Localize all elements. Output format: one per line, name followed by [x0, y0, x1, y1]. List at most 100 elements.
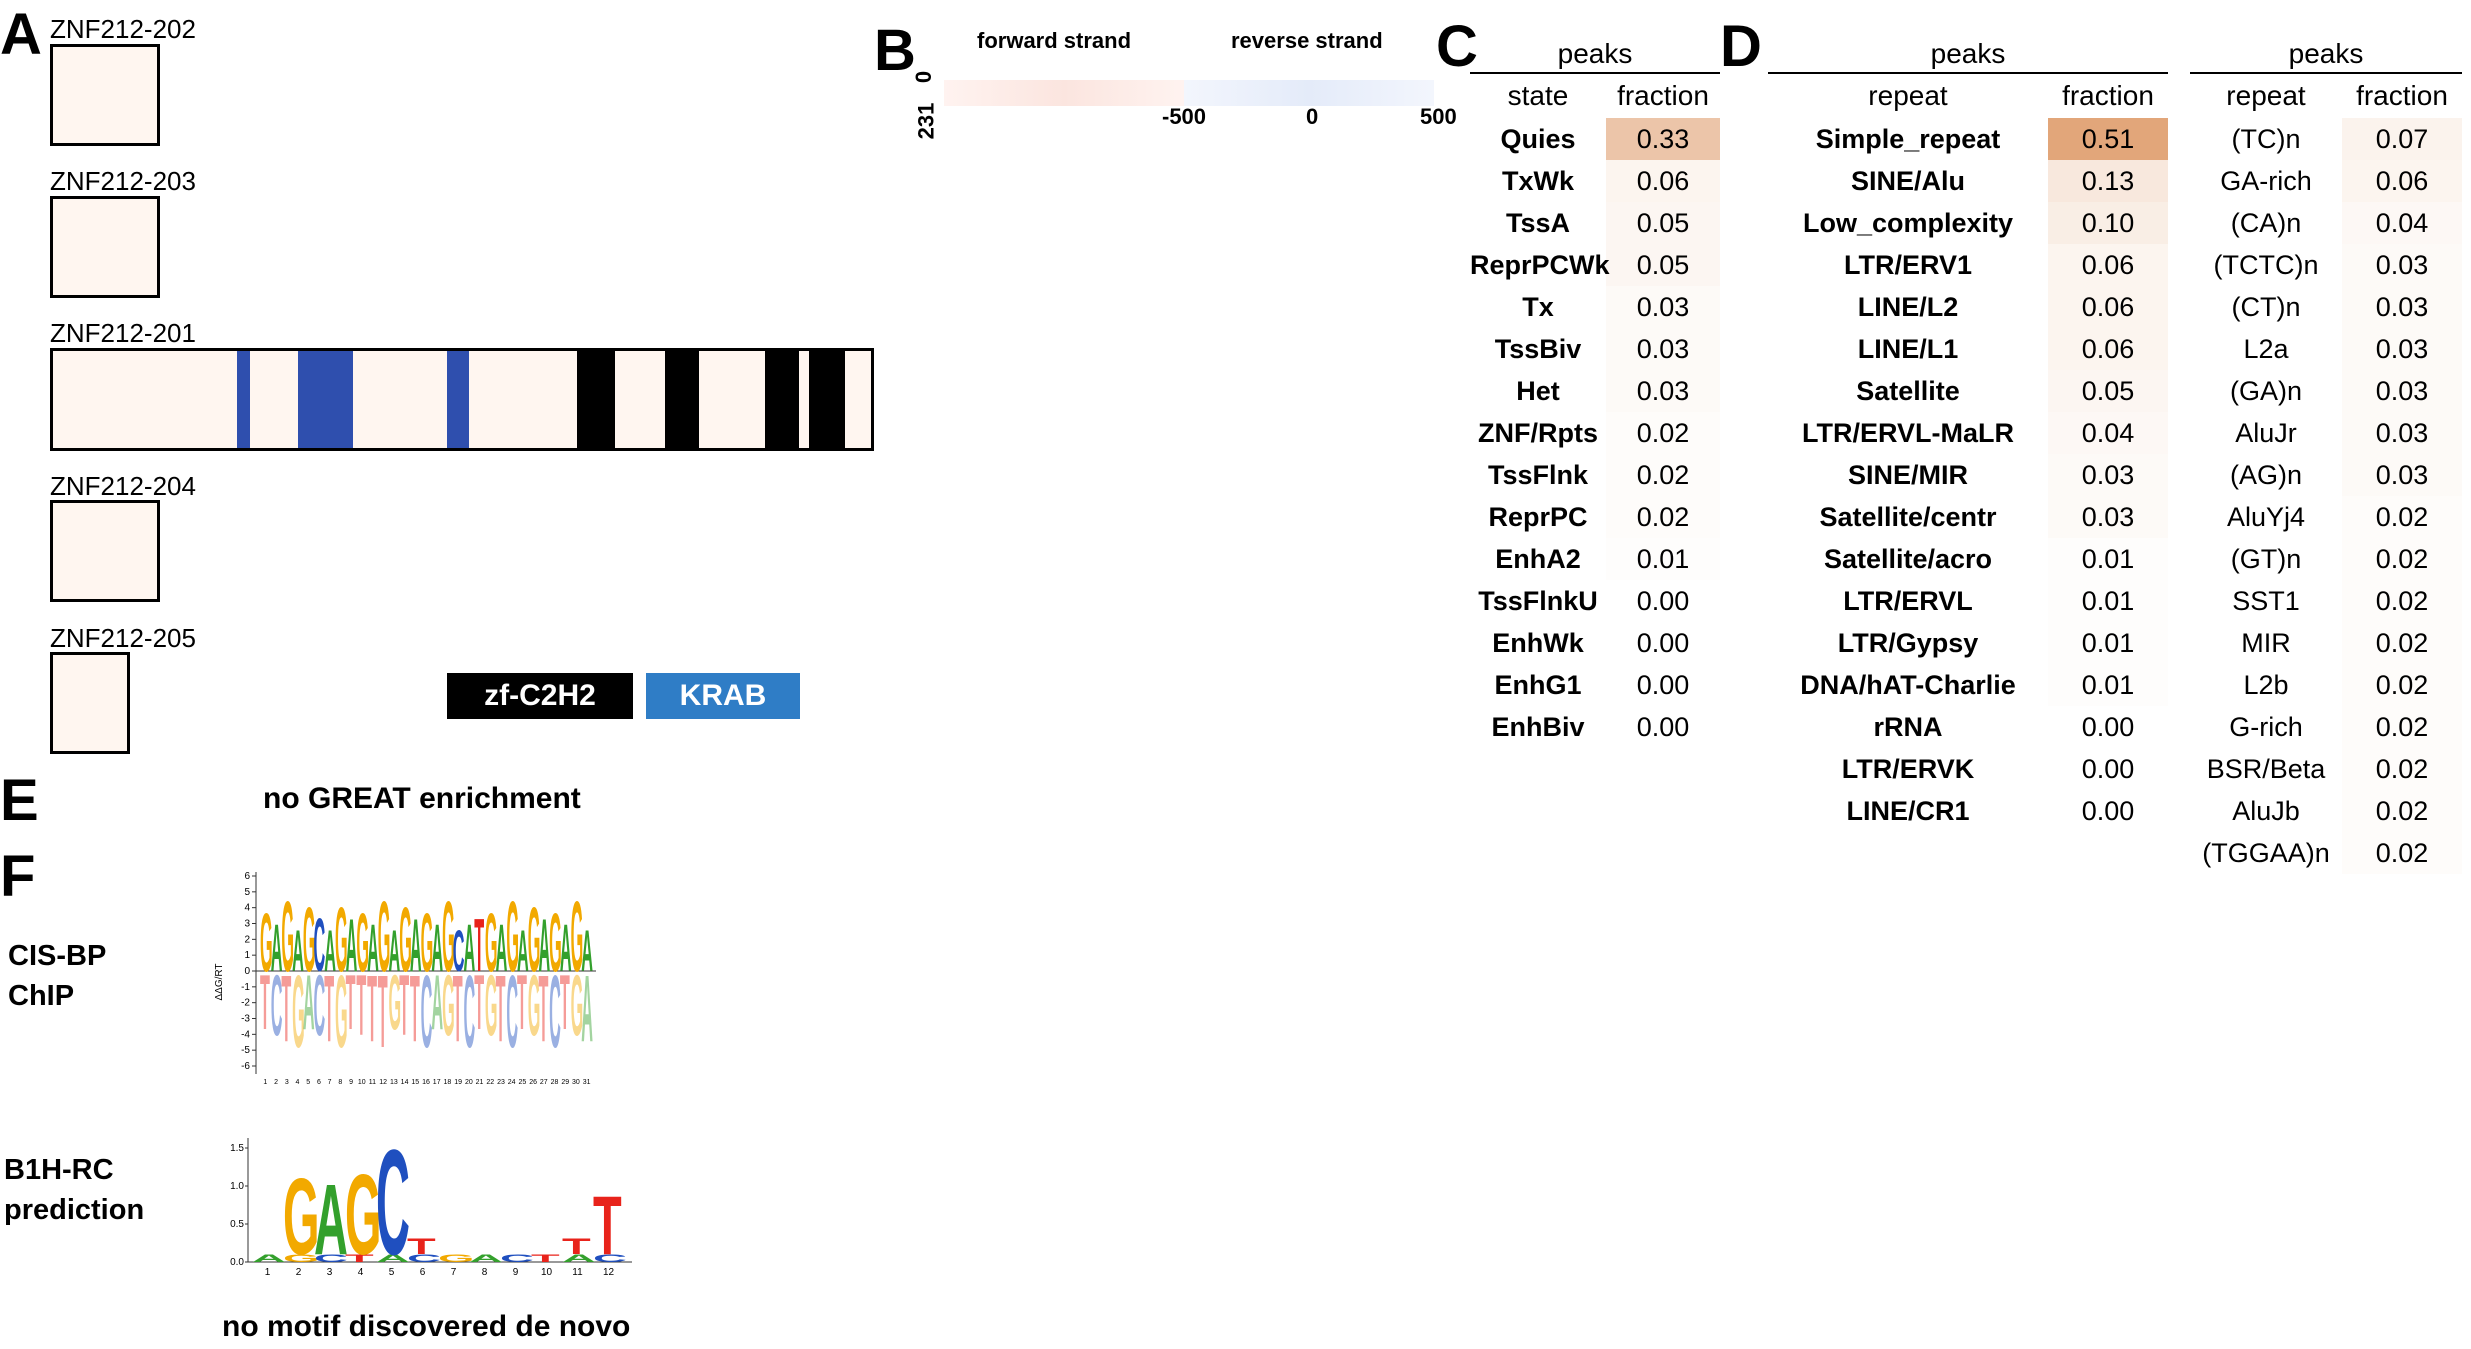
motif-letter: C	[314, 905, 326, 988]
motif-letter: T	[531, 1252, 560, 1264]
legend-krab: KRAB	[646, 673, 800, 719]
table-row: Het 0.03	[1470, 370, 1720, 412]
x-tick: 16	[422, 1079, 430, 1086]
table-row: SINE/Alu 0.13	[1768, 160, 2168, 202]
motif-letter: G	[528, 887, 541, 990]
x-tick: 26	[529, 1079, 537, 1086]
isoform-label: ZNF212-201	[50, 318, 196, 348]
row-label: EnhBiv	[1491, 711, 1585, 742]
motif-letter: T	[496, 957, 506, 1062]
table-row: SINE/MIR 0.03	[1768, 454, 2168, 496]
y-tick: -2	[241, 998, 250, 1009]
motif-letter: T	[345, 1252, 374, 1264]
fraction-cell: 0.03	[2048, 496, 2168, 538]
fraction-cell: 0.01	[2048, 580, 2168, 622]
zf-c2h2-domain	[665, 351, 699, 448]
row-label: TssBiv	[1494, 333, 1582, 364]
motif-letter: C	[271, 959, 283, 1055]
row-label: (GT)n	[2230, 543, 2302, 574]
isoform-label: ZNF212-203	[50, 166, 196, 196]
fraction-cell: 0.01	[2048, 664, 2168, 706]
motif-letter: G	[549, 896, 562, 989]
zf-c2h2-domain	[809, 351, 845, 448]
x-tick: 1	[265, 1267, 271, 1278]
x-tick: 4	[358, 1267, 364, 1278]
fraction-cell: 0.33	[1606, 118, 1720, 160]
repeat-name-table: peaks repeat fraction (TC)n 0.07 GA-rich 0.…	[2190, 30, 2462, 874]
panel-letter-a: A	[0, 2, 42, 67]
x-tick: 29	[561, 1079, 569, 1086]
table-row: ReprPC 0.02	[1470, 496, 1720, 538]
row-label: (TC)n	[2231, 123, 2301, 154]
isoform-track	[50, 652, 130, 754]
row-label: (CA)n	[2230, 207, 2302, 238]
table-row: AluJb 0.02	[2190, 790, 2462, 832]
fraction-cell: 0.02	[2342, 580, 2462, 622]
x-tick: 18	[444, 1079, 452, 1086]
row-label: LINE/L1	[1857, 333, 1959, 364]
fraction-cell: 0.02	[2342, 664, 2462, 706]
motif-letter: T	[560, 958, 570, 1045]
motif-letter: G	[283, 1155, 320, 1277]
motif-letter: G	[442, 882, 455, 994]
row-label: LTR/ERVL-MaLR	[1802, 417, 2014, 448]
motif-letter: G	[389, 958, 402, 1045]
x-tick: 4	[296, 1079, 300, 1086]
row-label: LTR/ERV1	[1843, 249, 1973, 280]
table-row: MIR 0.02	[2190, 622, 2462, 664]
x-tick: 12	[379, 1079, 387, 1086]
state-column-header: state	[1507, 80, 1569, 111]
table-row: Simple_repeat 0.51	[1768, 118, 2168, 160]
table-row: DNA/hAT-Charlie 0.01	[1768, 664, 2168, 706]
row-label: (GA)n	[2229, 375, 2302, 406]
table-row: L2a 0.03	[2190, 328, 2462, 370]
motif-letter: T	[474, 905, 484, 988]
cisbp-ylabel: ΔΔG/RT	[214, 963, 225, 1000]
x-tick: 9	[349, 1079, 353, 1086]
row-label: Quies	[1500, 123, 1576, 154]
table-row: LTR/ERVK 0.00	[1768, 748, 2168, 790]
motif-letter: A	[252, 1252, 286, 1264]
motif-letter: C	[463, 953, 475, 1069]
x-tick: 6	[420, 1267, 426, 1278]
table-row: (TCTC)n 0.03	[2190, 244, 2462, 286]
fraction-cell: 0.03	[1606, 370, 1720, 412]
x-tick: 24	[508, 1079, 516, 1086]
table-row: EnhWk 0.00	[1470, 622, 1720, 664]
motif-letter: G	[399, 887, 412, 990]
table-row: (TGGAA)n 0.02	[2190, 832, 2462, 874]
motif-letter: T	[281, 957, 291, 1062]
table-row: EnhBiv 0.00	[1470, 706, 1720, 748]
x-tick: 3	[327, 1267, 333, 1278]
motif-letter: G	[571, 959, 584, 1055]
fraction-cell: 0.02	[2342, 706, 2462, 748]
motif-letter: G	[438, 1252, 475, 1264]
fraction-cell: 0.01	[2048, 538, 2168, 580]
table-row: EnhA2 0.01	[1470, 538, 1720, 580]
fraction-cell: 0.03	[1606, 328, 1720, 370]
row-label: MIR	[2241, 627, 2291, 658]
table-row: L2b 0.02	[2190, 664, 2462, 706]
motif-letter: A	[581, 919, 593, 984]
fraction-cell: 0.02	[2342, 832, 2462, 874]
motif-letter: C	[421, 953, 433, 1069]
cisbp-label: CIS-BP ChIP	[8, 936, 106, 1016]
motif-letter: C	[376, 1128, 410, 1278]
fraction-cell: 0.00	[1606, 664, 1720, 706]
table-row: (GA)n 0.03	[2190, 370, 2462, 412]
y-top-tick: 0	[911, 70, 937, 84]
panel-letter-d: D	[1720, 14, 1762, 79]
motif-letter: C	[549, 953, 561, 1069]
x-tick: 2	[274, 1079, 278, 1086]
motif-letter: A	[324, 919, 336, 984]
fraction-cell: 0.03	[2342, 286, 2462, 328]
table-row: (TC)n 0.07	[2190, 118, 2462, 160]
panel-letter-f: F	[0, 844, 36, 909]
table-row: Quies 0.33	[1470, 118, 1720, 160]
x-tick: 22	[486, 1079, 494, 1086]
row-label: EnhA2	[1495, 543, 1581, 574]
row-label: TssA	[1505, 207, 1571, 238]
de-novo-note: no motif discovered de novo	[222, 1310, 631, 1343]
isoform-track	[50, 44, 160, 146]
